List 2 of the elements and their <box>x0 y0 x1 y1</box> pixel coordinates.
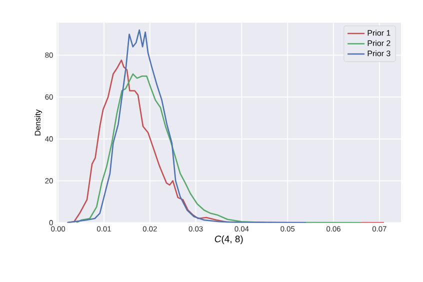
line-series <box>76 73 362 223</box>
x-axis-title: C(4, 8) <box>214 235 243 244</box>
